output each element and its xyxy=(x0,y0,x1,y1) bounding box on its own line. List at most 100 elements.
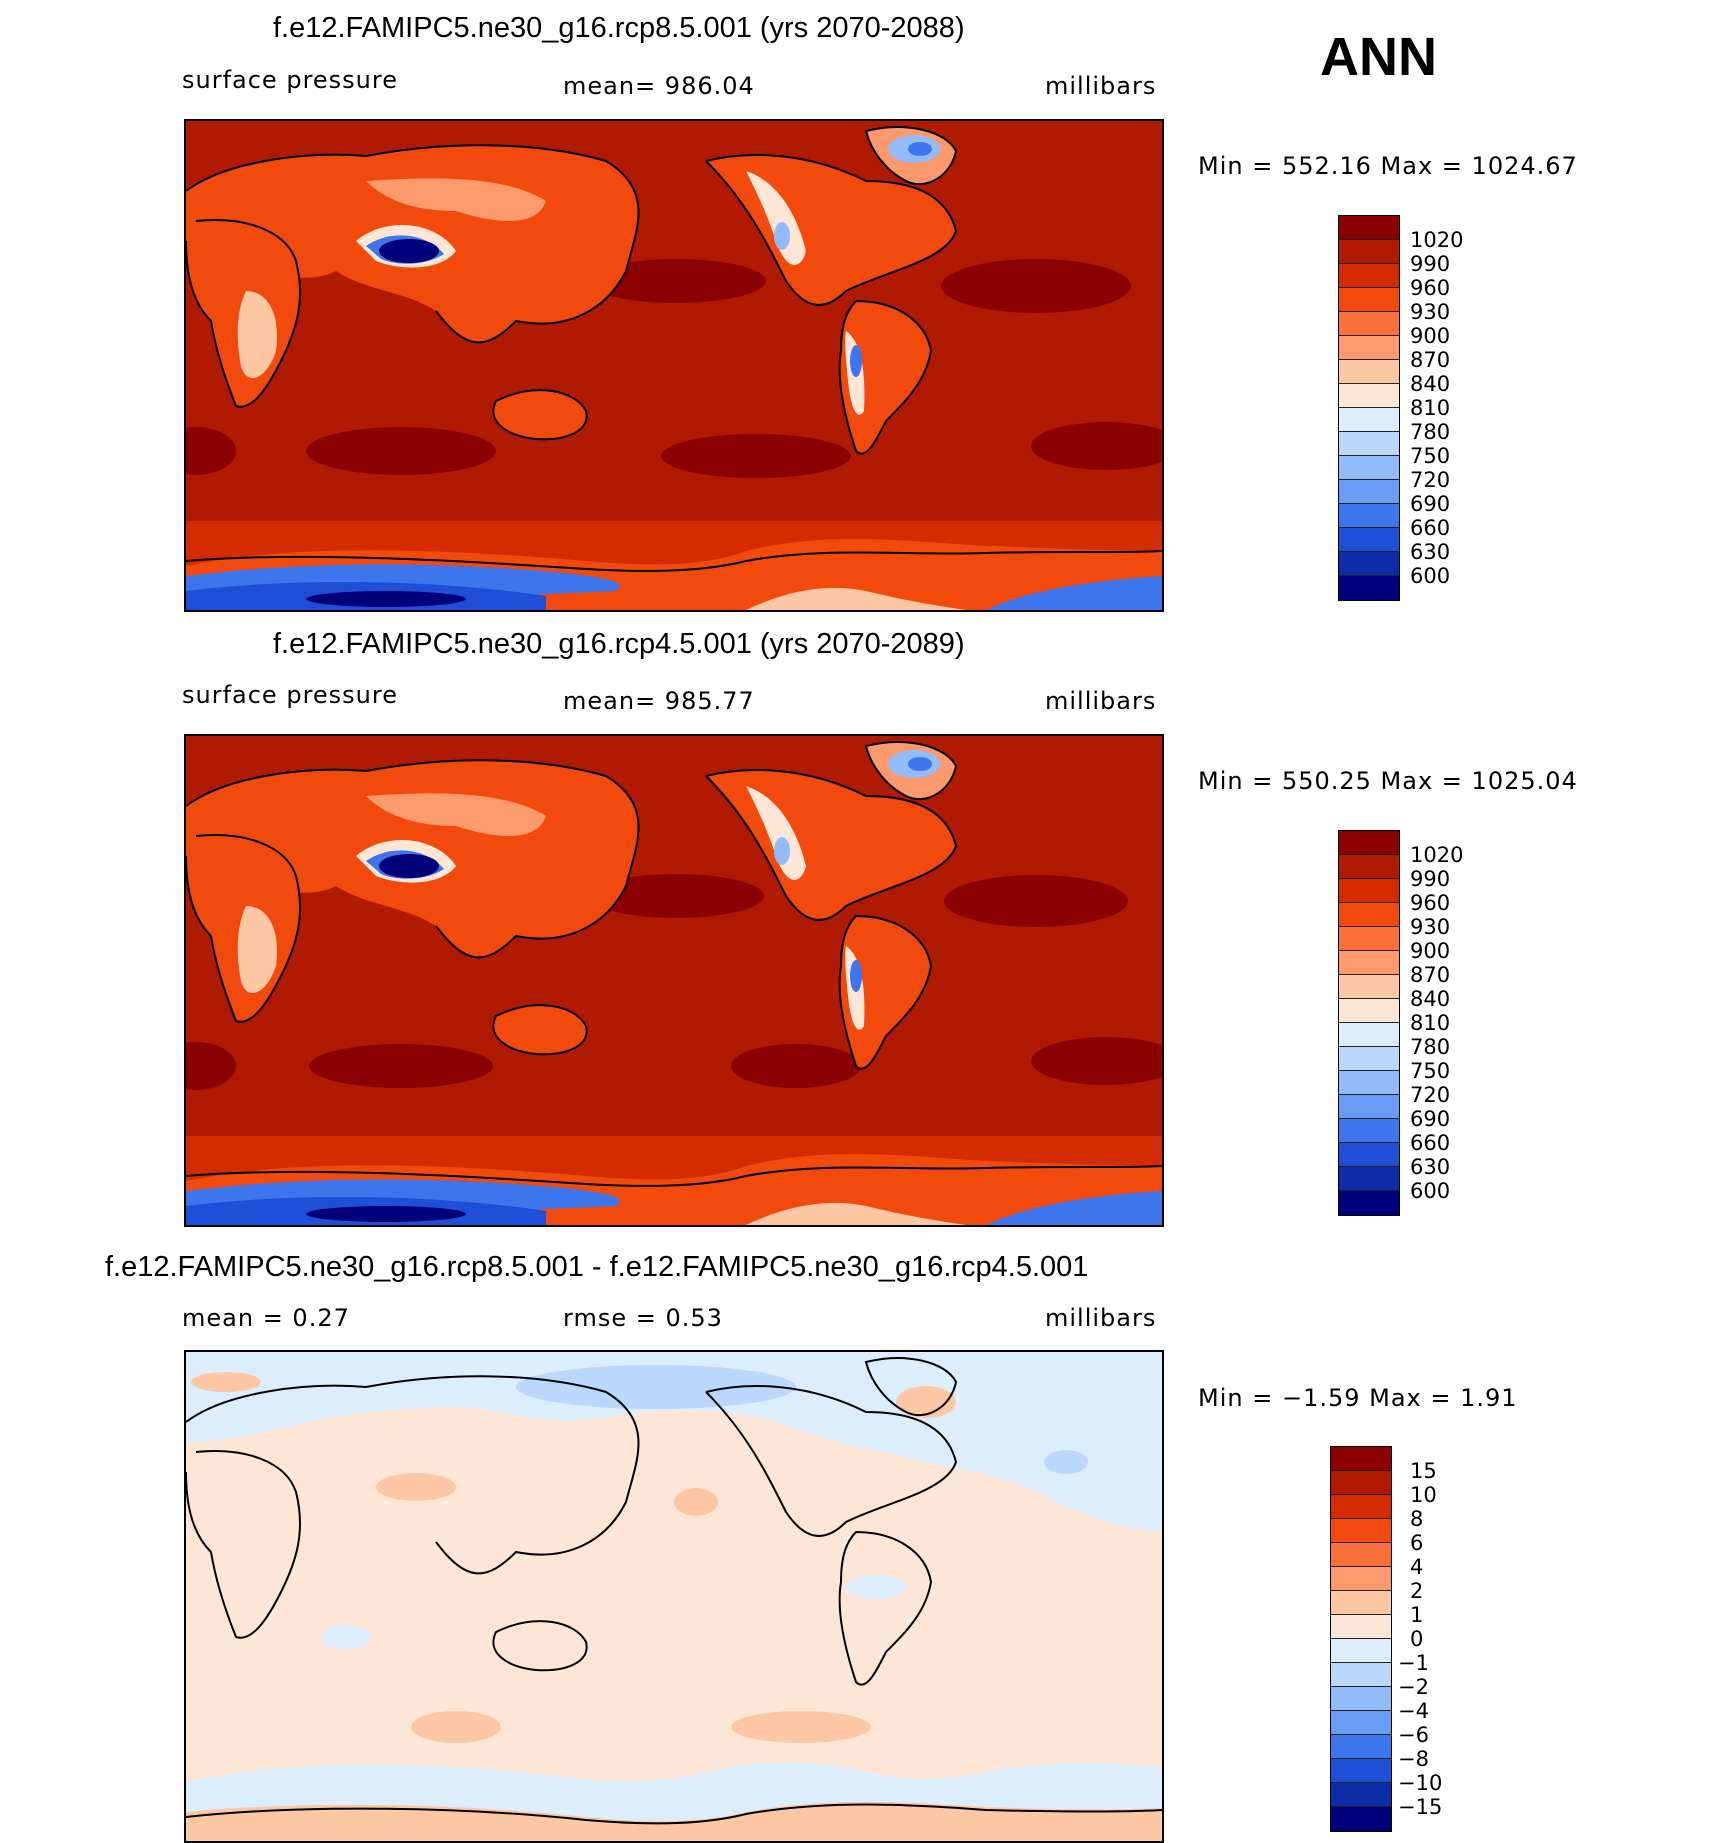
colorbar-tick-label: −8 xyxy=(1398,1747,1429,1771)
panel2-map xyxy=(184,734,1164,1227)
asia-positive xyxy=(376,1473,456,1501)
rocky-min xyxy=(774,222,790,250)
south-atlantic-high-west xyxy=(186,427,236,475)
colorbar-swatch xyxy=(1339,336,1399,360)
panel1-mean-label: mean= 986.04 xyxy=(563,72,755,100)
south-america xyxy=(839,301,931,454)
colorbar-tick-label: 4 xyxy=(1410,1555,1424,1579)
central-asia xyxy=(366,793,546,836)
colorbar-swatch xyxy=(1339,1071,1399,1095)
south-pacific-positive xyxy=(731,1711,871,1743)
east-africa-highlands xyxy=(237,291,277,378)
colorbar-swatch xyxy=(1339,576,1399,600)
colorbar-swatch xyxy=(1339,456,1399,480)
colorbar-swatch xyxy=(1339,1167,1399,1191)
west-antarctica-ice xyxy=(986,576,1162,610)
colorbar-tick-label: 630 xyxy=(1410,1155,1451,1179)
europe-positive xyxy=(191,1372,261,1392)
coastlines xyxy=(186,1357,1162,1825)
colorbar-swatch xyxy=(1339,216,1399,240)
colorbar-tick-label: 870 xyxy=(1410,348,1451,372)
south-atlantic-high-west xyxy=(186,1042,236,1090)
australia xyxy=(493,1005,587,1055)
colorbar-tick-label: 720 xyxy=(1410,1083,1451,1107)
colorbar-tick-label: 900 xyxy=(1410,939,1451,963)
colorbar-tick-label: 780 xyxy=(1410,1035,1451,1059)
colorbar-swatch xyxy=(1331,1759,1391,1783)
south-atlantic-high xyxy=(1031,422,1162,470)
colorbar-tick-label: −10 xyxy=(1398,1771,1443,1795)
indian-ocean-high xyxy=(309,1044,493,1088)
panel2-map-svg xyxy=(186,736,1162,1225)
panel1-variable-label: surface pressure xyxy=(182,66,398,94)
colorbar-swatch xyxy=(1331,1783,1391,1807)
colorbar-tick-label: 10 xyxy=(1410,1483,1437,1507)
colorbar-tick-label: 840 xyxy=(1410,987,1451,1011)
panel1-minmax: Min = 552.16 Max = 1024.67 xyxy=(1198,152,1578,180)
colorbar-swatch xyxy=(1339,552,1399,576)
colorbar-swatch xyxy=(1331,1639,1391,1663)
arctic-negative-core xyxy=(516,1365,796,1409)
colorbar-swatch xyxy=(1339,1095,1399,1119)
panel2-title: f.e12.FAMIPC5.ne30_g16.rcp4.5.001 (yrs 2… xyxy=(273,628,965,660)
north-pacific-high xyxy=(586,259,766,303)
east-africa-highlands xyxy=(237,906,277,993)
greenland-core xyxy=(908,757,932,771)
rocky-mountains xyxy=(746,786,806,880)
australia xyxy=(493,390,587,440)
panel3-map-svg xyxy=(186,1352,1162,1841)
colorbar-tick-label: 720 xyxy=(1410,468,1451,492)
panel1-map xyxy=(184,119,1164,612)
colorbar-tick-label: 15 xyxy=(1410,1459,1437,1483)
colorbar-swatch xyxy=(1339,432,1399,456)
panel2-variable-label: surface pressure xyxy=(182,681,398,709)
indian-ocean-high xyxy=(306,427,496,475)
colorbar-swatch xyxy=(1331,1663,1391,1687)
colorbar-tick-label: 930 xyxy=(1410,915,1451,939)
panel3-mean-label: mean = 0.27 xyxy=(182,1304,350,1332)
greenland-core xyxy=(908,142,932,156)
colorbar-swatch xyxy=(1331,1591,1391,1615)
colorbar-tick-label: 600 xyxy=(1410,1179,1451,1203)
panel1-title: f.e12.FAMIPC5.ne30_g16.rcp8.5.001 (yrs 2… xyxy=(273,12,965,44)
colorbar-swatch xyxy=(1331,1615,1391,1639)
colorbar-tick-label: 630 xyxy=(1410,540,1451,564)
colorbar-swatch xyxy=(1331,1567,1391,1591)
colorbar-tick-label: 750 xyxy=(1410,444,1451,468)
colorbar-tick-label: 990 xyxy=(1410,867,1451,891)
colorbar-swatch xyxy=(1339,855,1399,879)
north-atlantic-high xyxy=(941,259,1131,313)
panel3-map xyxy=(184,1350,1164,1843)
colorbar-tick-label: 960 xyxy=(1410,891,1451,915)
panel3-minmax: Min = −1.59 Max = 1.91 xyxy=(1198,1384,1518,1412)
colorbar-swatch xyxy=(1339,1023,1399,1047)
panel2-mean-label: mean= 985.77 xyxy=(563,687,755,715)
colorbar-tick-label: 600 xyxy=(1410,564,1451,588)
colorbar-swatch xyxy=(1339,312,1399,336)
colorbar-swatch xyxy=(1331,1687,1391,1711)
colorbar-swatch xyxy=(1339,288,1399,312)
colorbar-swatch xyxy=(1331,1519,1391,1543)
colorbar-swatch xyxy=(1339,831,1399,855)
greenland-positive xyxy=(896,1386,956,1418)
north-pacific-high xyxy=(588,874,764,918)
panel1-colorbar xyxy=(1338,215,1400,601)
rocky-mountains xyxy=(746,171,806,265)
labrador-negative xyxy=(1044,1450,1088,1474)
colorbar-tick-label: 870 xyxy=(1410,963,1451,987)
amazon-negative xyxy=(846,1575,906,1599)
south-indian-positive xyxy=(411,1711,501,1743)
indian-negative xyxy=(321,1625,371,1649)
colorbar-tick-label: 690 xyxy=(1410,492,1451,516)
ross-ice-shelf xyxy=(746,1202,966,1225)
east-antarctica-min xyxy=(306,1206,466,1222)
colorbar-tick-label: 990 xyxy=(1410,252,1451,276)
panel3-title: f.e12.FAMIPC5.ne30_g16.rcp8.5.001 - f.e1… xyxy=(105,1251,1089,1283)
rocky-min xyxy=(774,837,790,865)
colorbar-tick-label: 660 xyxy=(1410,516,1451,540)
colorbar-tick-label: −2 xyxy=(1398,1675,1429,1699)
colorbar-swatch xyxy=(1339,384,1399,408)
ross-ice-shelf xyxy=(746,587,966,610)
panel2-units-label: millibars xyxy=(1045,687,1157,715)
colorbar-tick-label: −1 xyxy=(1398,1651,1429,1675)
